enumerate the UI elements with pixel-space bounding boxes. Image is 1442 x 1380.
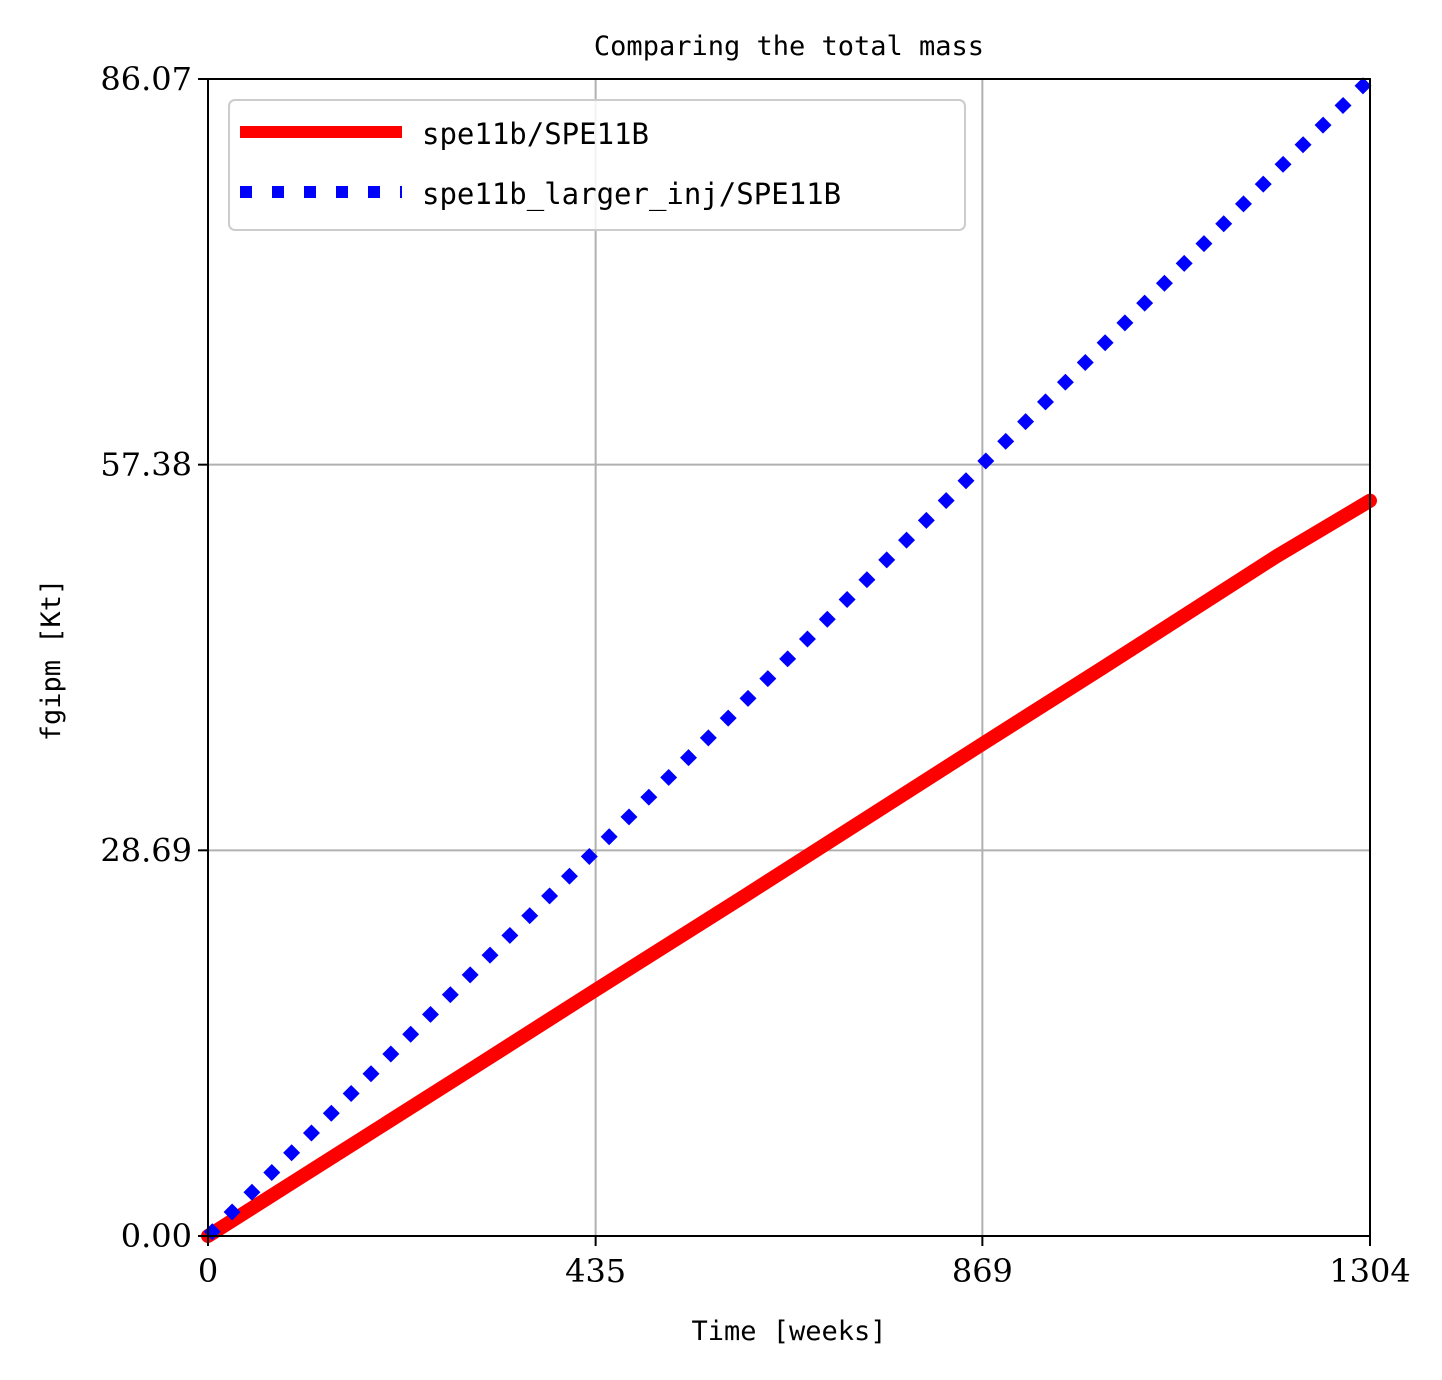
- y-tick-label: 28.69: [100, 831, 192, 869]
- legend-label-series-2: spe11b_larger_inj/SPE11B: [422, 177, 841, 212]
- x-tick-label: 0: [198, 1252, 218, 1290]
- y-tick-label: 86.07: [100, 60, 192, 98]
- x-tick-label: 435: [565, 1252, 626, 1290]
- y-tick-label: 0.00: [121, 1217, 192, 1255]
- legend-box: [228, 99, 966, 231]
- plot-series: [201, 74, 1377, 1243]
- x-tick-label: 1304: [1329, 1252, 1410, 1290]
- plot-frame: [207, 78, 1371, 1237]
- y-axis-label: fgipm [Kt]: [36, 579, 67, 742]
- x-axis-label: Time [weeks]: [691, 1316, 886, 1347]
- y-tick-label: 57.38: [100, 446, 192, 484]
- legend: spe11b/SPE11B spe11b_larger_inj/SPE11B: [228, 99, 966, 231]
- legend-label-series-1: spe11b/SPE11B: [422, 117, 649, 151]
- chart-title: Comparing the total mass: [594, 31, 984, 62]
- series-line-1: [201, 493, 1377, 1243]
- x-tick-label: 869: [952, 1252, 1013, 1290]
- axis-ticks: 0 435 869 1304 0.00 28.69 57.38 86.07: [100, 60, 1410, 1290]
- series-line-2: [203, 74, 1375, 1241]
